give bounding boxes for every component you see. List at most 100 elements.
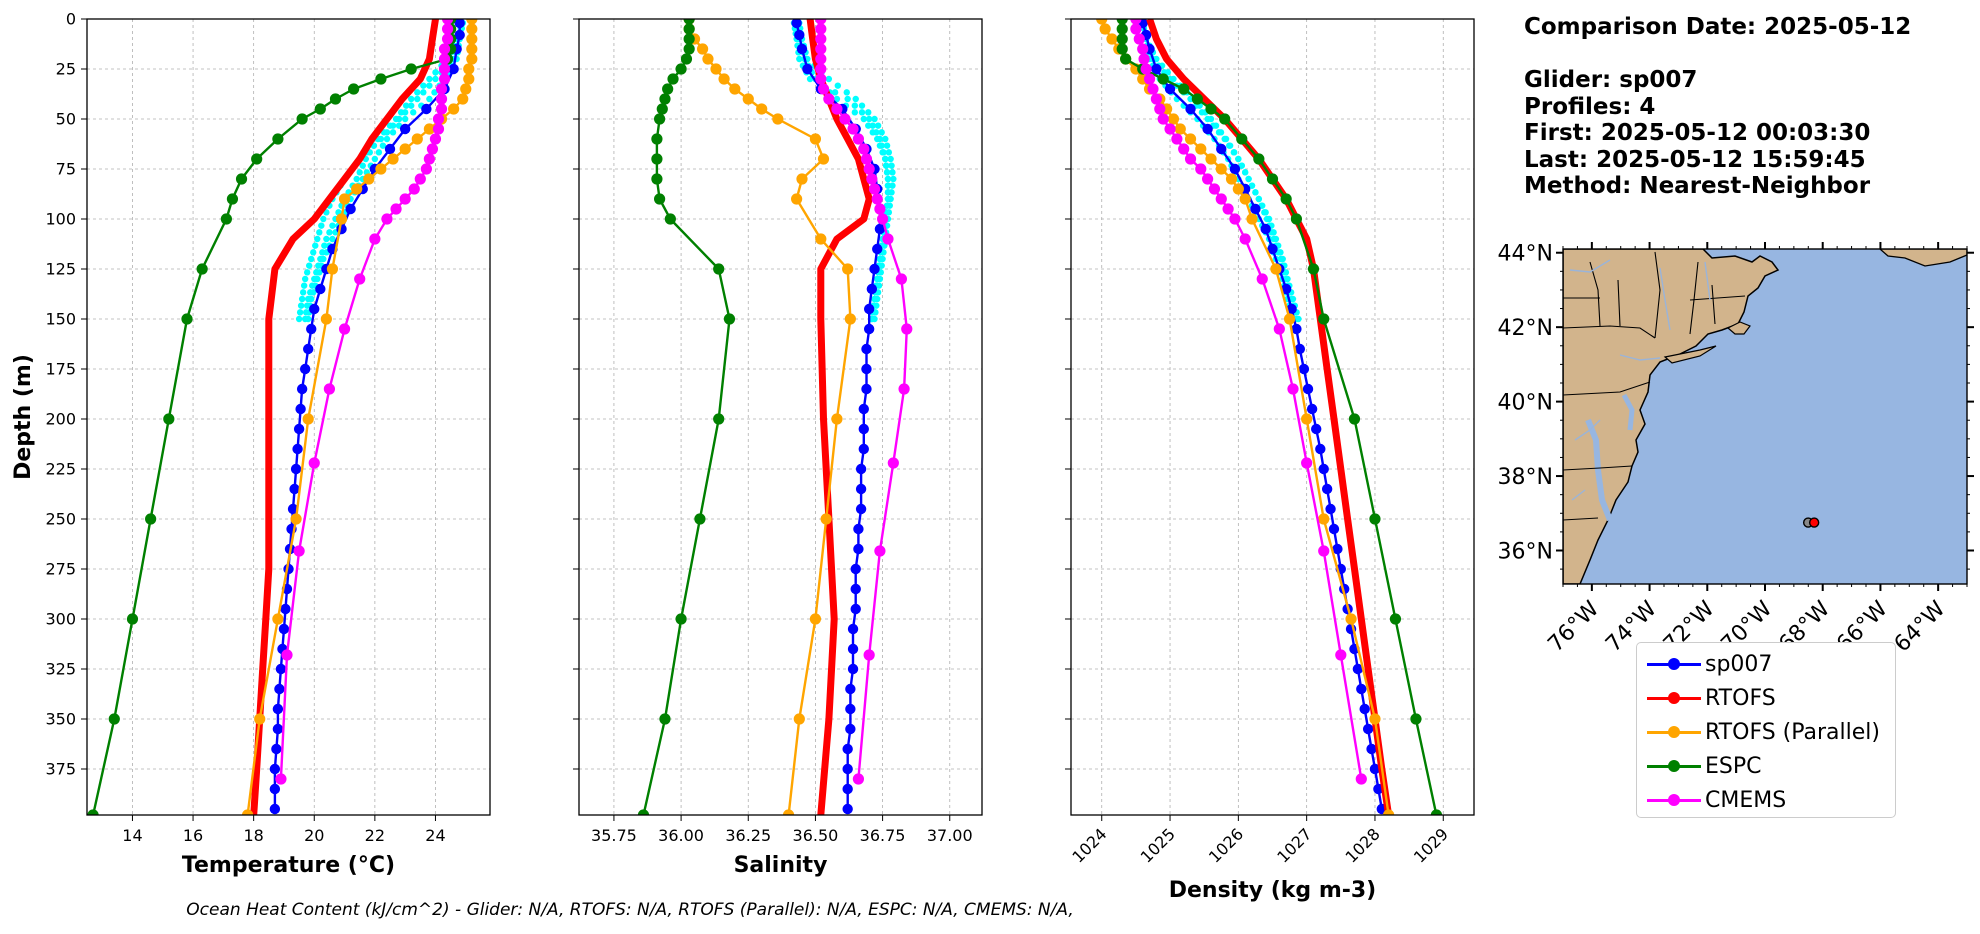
series-point: [1273, 323, 1285, 335]
x-tick-label: 37.00: [927, 826, 973, 845]
series-point: [1236, 133, 1248, 145]
series-point: [1191, 93, 1203, 105]
glider-profile-point: [869, 122, 876, 129]
series-point: [887, 457, 899, 469]
glider-profile-point: [851, 102, 859, 109]
series-point: [1301, 457, 1313, 469]
lat-label: 38°N: [1498, 465, 1553, 490]
series-point: [793, 713, 805, 725]
series-point: [680, 53, 693, 65]
series-point: [345, 203, 356, 215]
series-point: [466, 23, 478, 35]
glider-profile-point: [329, 235, 336, 243]
series-point: [1321, 483, 1333, 495]
series-point: [1311, 423, 1322, 435]
glider-profile-point: [300, 282, 308, 289]
series-point: [817, 153, 830, 165]
series-point: [1151, 63, 1162, 75]
series-point: [850, 563, 861, 575]
series-point: [683, 19, 695, 25]
series-point: [306, 323, 317, 335]
glider-profile-point: [1241, 169, 1249, 176]
series-point: [861, 343, 872, 355]
series-point: [1178, 143, 1190, 155]
series-group: [87, 19, 478, 815]
series-point: [796, 173, 808, 185]
map-land-nova-scotia: [1879, 249, 1967, 267]
series-point: [847, 123, 859, 135]
series-point: [274, 683, 285, 695]
series-point: [466, 33, 478, 45]
series-point: [441, 33, 454, 45]
series-point: [181, 313, 193, 325]
glider-profile-point: [353, 175, 360, 183]
series-point: [815, 233, 827, 245]
series-point: [791, 19, 802, 29]
x-tick-label: 1024: [1068, 824, 1110, 866]
series-point: [1307, 263, 1320, 275]
series-point: [1184, 153, 1197, 165]
glider-profile-point: [420, 89, 427, 96]
y-tick-label: 25: [56, 60, 76, 79]
series-point: [1116, 33, 1128, 45]
profile-panels: 0 25 50 75 100 125 150 175 200 225 250 275 300 325 350…: [11, 10, 1475, 903]
glider-profile-point: [308, 255, 315, 263]
y-tick-label: 300: [45, 610, 76, 629]
series-point: [1359, 703, 1370, 715]
series-point: [441, 19, 454, 25]
glider-profile-point: [882, 155, 889, 163]
x-axis-label: Density (kg m-3): [1169, 878, 1377, 903]
glider-profile-point: [323, 235, 330, 243]
series-point: [845, 723, 856, 735]
series-point: [289, 483, 300, 495]
map-cape-cod: [1726, 321, 1751, 335]
series-point: [772, 113, 784, 125]
y-tick-label: 50: [56, 110, 76, 129]
x-tick-label: 16: [183, 826, 203, 845]
glider-profile-point: [1270, 235, 1278, 243]
glider-profile-point: [1226, 142, 1234, 149]
series-point: [309, 303, 320, 315]
series-point: [329, 93, 342, 105]
series-point: [895, 273, 908, 285]
glider-profile-point: [887, 155, 894, 163]
series-point: [1202, 173, 1214, 185]
glider-profile-point: [297, 302, 305, 309]
glider-profile-point: [426, 75, 433, 83]
profile-count: Profiles: 4: [1524, 93, 1656, 120]
series-point: [1410, 713, 1422, 725]
legend-item-espc: ESPC: [1637, 749, 1895, 783]
series-point: [1270, 263, 1282, 275]
x-tick-label: 35.75: [591, 826, 637, 845]
lat-label: 42°N: [1498, 316, 1553, 341]
series-point: [254, 713, 266, 725]
series-point: [1286, 303, 1297, 315]
axes-frame: [1070, 18, 1475, 816]
series-point: [1328, 523, 1340, 535]
panel-1: 0 25 50 75 100 125 150 175 200 225 250 275 300 325 350…: [11, 10, 491, 878]
series-point: [1345, 613, 1357, 625]
series-point: [272, 703, 284, 715]
series-point: [850, 603, 861, 615]
glider-profile-point: [1245, 175, 1252, 183]
series-point: [874, 203, 886, 215]
series-point: [272, 613, 284, 625]
series-point: [1225, 173, 1238, 185]
comparison-info: Comparison Date: 2025-05-12 Glider: sp00…: [1524, 14, 1911, 200]
series-point: [269, 803, 281, 815]
glider-profile-point: [1263, 215, 1271, 223]
series-point: [1130, 19, 1142, 25]
glider-profile-point: [313, 269, 320, 276]
series-point: [411, 133, 423, 145]
series-point: [858, 443, 869, 455]
series-point: [438, 53, 451, 65]
series-point: [718, 73, 730, 85]
series-point: [823, 93, 835, 105]
series-point: [842, 263, 854, 275]
map-delaware-bay: [1621, 393, 1635, 431]
series-point: [882, 233, 894, 245]
series-line-espc: [1120, 19, 1438, 815]
series-point: [1232, 183, 1244, 195]
series-point: [1301, 413, 1313, 425]
series-point: [302, 343, 314, 355]
